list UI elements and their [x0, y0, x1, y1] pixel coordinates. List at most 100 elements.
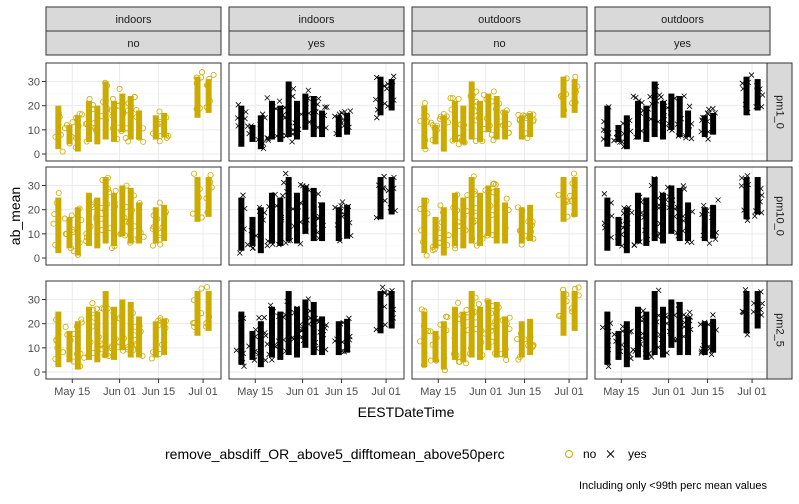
point-stroke: [280, 337, 287, 343]
cluster-core: [604, 105, 611, 147]
cluster-core: [685, 110, 692, 138]
point-stroke: [705, 111, 711, 117]
point: [93, 198, 100, 205]
point: [478, 327, 485, 334]
point-stroke: [322, 104, 328, 110]
point-stroke: [638, 210, 645, 216]
point-stroke: [278, 216, 285, 223]
point: [92, 125, 99, 132]
cluster-core: [268, 306, 275, 358]
point: [652, 90, 658, 97]
point: [482, 330, 489, 337]
point: [606, 104, 612, 110]
point-stroke: [661, 202, 667, 209]
point-stroke: [382, 322, 388, 328]
point-cluster-6: [656, 306, 670, 358]
point: [282, 170, 289, 177]
point: [617, 139, 623, 145]
point-stroke: [643, 213, 650, 220]
cluster-core: [502, 316, 509, 358]
point: [269, 357, 275, 363]
point: [315, 191, 322, 197]
point-stroke: [606, 104, 612, 110]
point-stroke: [282, 170, 289, 177]
point-stroke: [244, 123, 251, 129]
point: [700, 232, 707, 239]
point: [745, 79, 752, 86]
point: [664, 184, 671, 191]
point: [424, 118, 431, 125]
point-stroke: [637, 341, 644, 347]
cluster-core: [518, 207, 525, 244]
point-cluster-2: [619, 321, 634, 368]
point-cluster-5: [99, 174, 114, 244]
point: [677, 112, 683, 118]
point: [280, 314, 287, 321]
point-stroke: [657, 331, 663, 338]
point: [86, 96, 93, 103]
cluster-core: [205, 79, 212, 113]
point: [418, 227, 425, 234]
point: [315, 124, 321, 131]
y-tick-label-r2-1: 10: [28, 343, 40, 355]
point: [710, 312, 716, 318]
point-cluster-13: [384, 73, 397, 111]
point-stroke: [666, 125, 673, 132]
point-stroke: [755, 92, 761, 99]
point: [425, 328, 432, 335]
point: [487, 310, 494, 317]
point: [163, 134, 170, 141]
point-stroke: [701, 342, 707, 349]
point-stroke: [255, 136, 261, 143]
point-stroke: [621, 143, 627, 150]
point-stroke: [344, 318, 351, 325]
point: [381, 303, 388, 310]
point: [462, 227, 469, 234]
point-stroke: [381, 303, 388, 310]
point-stroke: [667, 330, 674, 336]
point: [391, 97, 397, 103]
point-cluster-2: [73, 316, 85, 370]
point: [257, 121, 263, 128]
point-cluster-0: [237, 192, 248, 256]
cluster-core: [285, 291, 292, 356]
point: [272, 191, 278, 198]
point-stroke: [291, 310, 298, 316]
point-stroke: [712, 236, 719, 242]
point: [86, 114, 93, 121]
point: [751, 300, 757, 307]
point-stroke: [700, 202, 707, 209]
point-stroke: [706, 240, 713, 247]
cluster-core: [676, 96, 683, 138]
point-cluster-6: [106, 187, 119, 251]
point: [648, 354, 655, 360]
point: [289, 138, 295, 145]
point: [664, 350, 670, 356]
point: [155, 322, 162, 329]
point: [149, 242, 156, 249]
point: [563, 298, 570, 305]
point: [157, 317, 164, 324]
point: [572, 285, 579, 292]
cluster-core: [493, 301, 500, 358]
point: [321, 112, 328, 119]
point-stroke: [280, 314, 287, 321]
point: [195, 194, 202, 201]
point: [698, 128, 704, 135]
y-tick-label-r1-2: 20: [28, 205, 40, 217]
point: [204, 209, 211, 216]
point: [652, 331, 658, 338]
point: [208, 184, 215, 191]
point: [101, 352, 108, 359]
point: [258, 211, 265, 218]
point: [680, 228, 686, 234]
cluster-core: [743, 291, 750, 334]
point: [489, 211, 496, 218]
point: [320, 331, 327, 338]
point-stroke: [705, 136, 711, 142]
point-stroke: [324, 104, 330, 110]
cluster-core: [238, 197, 245, 251]
point: [479, 138, 486, 145]
point: [61, 215, 68, 222]
point-cluster-13: [750, 289, 766, 329]
